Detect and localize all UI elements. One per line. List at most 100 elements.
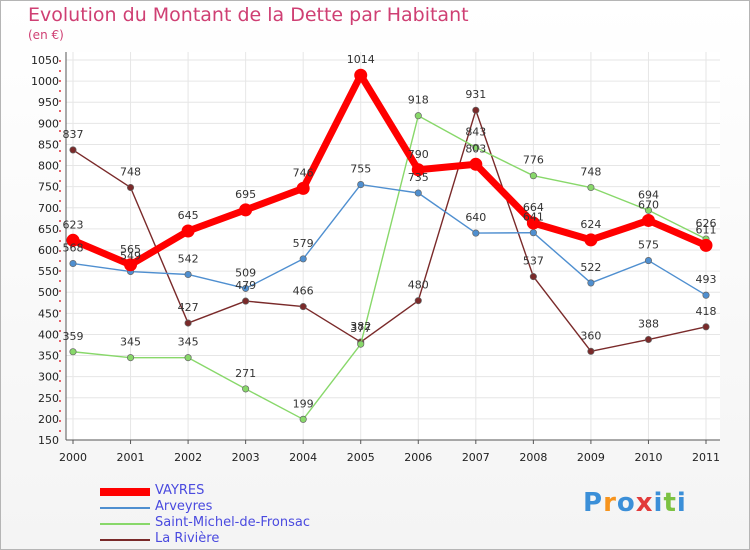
y-tick-label: 550 <box>38 265 59 278</box>
data-label: 345 <box>120 336 141 349</box>
data-label: 493 <box>696 273 717 286</box>
data-label: 199 <box>293 397 314 410</box>
y-tick-label: 750 <box>38 181 59 194</box>
series-line-2 <box>72 115 707 421</box>
data-point <box>644 335 653 344</box>
y-tick-label: 950 <box>38 96 59 109</box>
data-label: 843 <box>465 125 486 138</box>
data-point <box>641 213 655 227</box>
data-label: 418 <box>696 305 717 318</box>
data-label: 931 <box>465 88 486 101</box>
data-point <box>296 181 310 195</box>
data-point <box>184 354 192 362</box>
x-tick-label: 2000 <box>59 451 87 464</box>
data-label: 359 <box>63 330 84 343</box>
data-point <box>69 259 77 268</box>
data-label: 360 <box>580 329 601 342</box>
data-label: 480 <box>408 279 429 292</box>
brand-letter: r <box>603 488 617 518</box>
data-point <box>242 284 250 292</box>
data-label: 640 <box>465 211 486 224</box>
data-point <box>181 224 195 238</box>
data-label: 568 <box>63 242 84 255</box>
data-point <box>126 183 135 192</box>
legend-label: VAYRES <box>155 483 205 498</box>
data-point <box>472 143 480 151</box>
brand-letter: t <box>663 488 677 518</box>
x-tick-label: 2010 <box>634 451 662 464</box>
legend-label: Saint-Michel-de-Fronsac <box>155 515 310 530</box>
y-tick-label: 850 <box>38 138 59 151</box>
legend-swatch <box>100 507 150 509</box>
y-tick-label: 450 <box>38 307 59 320</box>
data-point <box>584 233 598 247</box>
y-tick-label: 400 <box>38 328 59 341</box>
data-point <box>69 146 77 154</box>
data-label: 565 <box>120 243 141 256</box>
data-label: 382 <box>350 320 371 333</box>
data-point <box>644 257 653 265</box>
y-tick-label: 250 <box>38 392 59 405</box>
data-label: 624 <box>580 218 601 231</box>
y-tick-label: 800 <box>38 160 59 173</box>
data-label: 746 <box>293 166 314 179</box>
data-point <box>702 291 710 299</box>
data-point <box>242 385 250 393</box>
data-point <box>414 112 422 120</box>
data-label: 466 <box>293 285 314 298</box>
y-tick-label: 300 <box>38 371 59 384</box>
x-tick-label: 2008 <box>519 451 547 464</box>
data-point <box>354 68 368 82</box>
data-label: 645 <box>178 209 199 222</box>
data-label: 388 <box>638 318 659 331</box>
legend-label: La Rivière <box>155 531 220 546</box>
data-point <box>469 157 483 171</box>
x-tick-label: 2005 <box>347 451 375 464</box>
data-label: 626 <box>696 217 717 230</box>
data-point <box>699 238 713 252</box>
data-point <box>411 163 425 177</box>
data-label: 537 <box>523 255 544 268</box>
data-point <box>414 189 422 197</box>
data-label: 611 <box>696 223 717 236</box>
brand-logo: Proxiti <box>583 488 687 518</box>
data-label: 641 <box>523 211 544 224</box>
data-label: 427 <box>178 301 199 314</box>
data-point <box>526 216 540 230</box>
data-label: 837 <box>63 128 84 141</box>
brand-letter: i <box>676 488 687 518</box>
legend-swatch <box>100 523 150 525</box>
x-tick-label: 2002 <box>174 451 202 464</box>
y-tick-label: 900 <box>38 117 59 130</box>
brand-letter: i <box>653 488 664 518</box>
data-label: 776 <box>523 154 544 167</box>
data-label: 509 <box>235 266 256 279</box>
data-label: 271 <box>235 367 256 380</box>
data-point <box>472 229 480 237</box>
y-tick-label: 350 <box>38 350 59 363</box>
data-point <box>529 273 537 281</box>
x-tick-label: 2009 <box>577 451 605 464</box>
x-tick-label: 2003 <box>232 451 260 464</box>
data-label: 918 <box>408 94 429 107</box>
x-tick-label: 2001 <box>117 451 145 464</box>
data-label: 735 <box>408 171 429 184</box>
data-label: 579 <box>293 237 314 250</box>
data-point <box>472 106 480 114</box>
y-tick-label: 700 <box>38 202 59 215</box>
plot-area <box>66 52 720 440</box>
data-point <box>529 172 537 180</box>
data-label: 1014 <box>347 53 375 66</box>
data-point <box>299 415 307 423</box>
data-label: 695 <box>235 188 256 201</box>
data-label: 748 <box>120 166 141 179</box>
y-tick-label: 650 <box>38 223 59 236</box>
data-label: 694 <box>638 188 659 201</box>
series-line-3 <box>72 109 707 353</box>
legend-swatch <box>100 539 150 541</box>
data-point <box>184 319 192 327</box>
chart-unit: (en €) <box>28 28 64 42</box>
data-point <box>414 297 422 305</box>
data-point <box>702 323 710 331</box>
legend-label: Arveyres <box>155 499 213 514</box>
